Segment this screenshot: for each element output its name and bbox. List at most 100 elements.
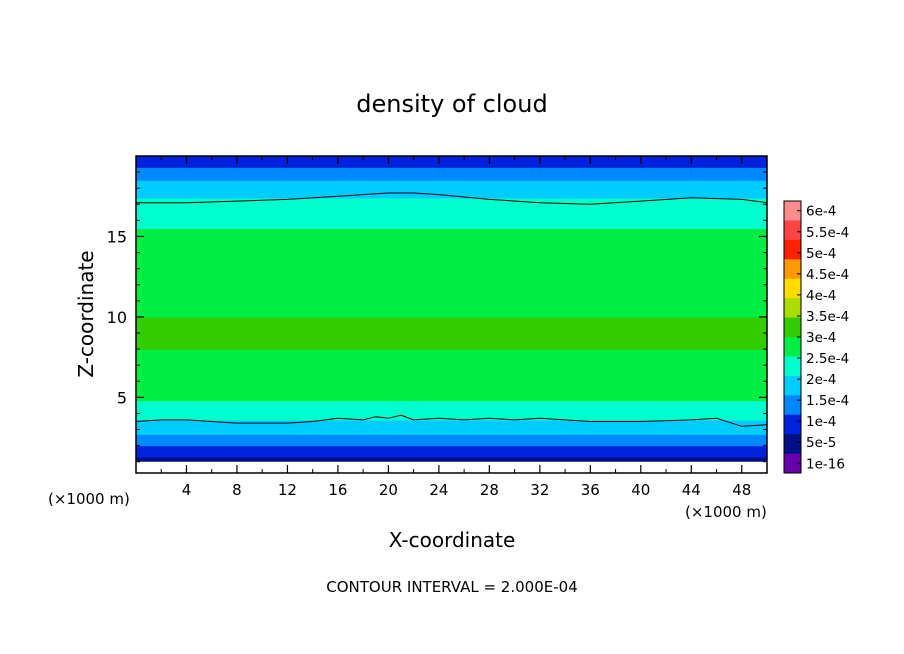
field-strip [136, 204, 767, 207]
field-strip [136, 295, 767, 299]
field-strip [136, 423, 767, 426]
field-strip [136, 408, 767, 411]
field-strip [136, 361, 767, 365]
field-strip [136, 363, 767, 366]
colorbar-label: 4.5e-4 [806, 267, 849, 283]
field-strip [136, 218, 767, 221]
field-strip [136, 254, 767, 257]
colorbar-swatch [784, 317, 801, 338]
colorbar-label: 4e-4 [806, 288, 836, 304]
field-strip [136, 221, 767, 225]
x-tick-label: 32 [530, 481, 549, 499]
field-strip [136, 297, 767, 300]
x-unit-right: (×1000 m) [685, 503, 767, 521]
field-strip [136, 197, 767, 201]
x-tick-label: 16 [328, 481, 347, 499]
colorbar-label: 2e-4 [806, 372, 836, 388]
field-strip [136, 384, 767, 387]
field-strip [136, 162, 767, 165]
field-strip [136, 300, 767, 304]
field-strip [136, 453, 767, 456]
field-strip [136, 337, 767, 341]
field-strip [136, 196, 767, 199]
field-strip [136, 353, 767, 357]
y-axis-label: Z-coordinate [74, 250, 98, 377]
field-strip [136, 427, 767, 431]
field-strip [136, 236, 767, 239]
field-strip [136, 415, 767, 418]
field-strip [136, 394, 767, 397]
field-strip [136, 324, 767, 328]
field-strip [136, 265, 767, 268]
field-strip [136, 331, 767, 334]
field-strip [136, 308, 767, 312]
field-strip [136, 416, 767, 419]
colorbar-swatch [784, 375, 801, 396]
colorbar-swatch [784, 395, 801, 416]
field-strip [136, 173, 767, 176]
field-strip [136, 347, 767, 350]
field-strip [136, 402, 767, 405]
y-tick-label: 10 [107, 308, 127, 327]
colorbar-swatch [784, 434, 801, 455]
field-strip [136, 370, 767, 373]
field-strip [136, 181, 767, 184]
field-strip [136, 378, 767, 381]
field-strip [136, 273, 767, 276]
field-strip [136, 287, 767, 291]
x-tick-label: 8 [232, 481, 242, 499]
field-strip [136, 156, 767, 159]
field-strip [136, 299, 767, 302]
field-strip [136, 321, 767, 324]
field-strip [136, 238, 767, 241]
field-strip [136, 456, 767, 460]
x-tick-label: 48 [732, 481, 751, 499]
plot-area [136, 156, 767, 473]
colorbar-label: 5.5e-4 [806, 225, 849, 241]
field-strip [136, 201, 767, 204]
field-strip [136, 157, 767, 160]
field-strip [136, 341, 767, 344]
field-strip [136, 358, 767, 361]
field-strip [136, 283, 767, 286]
field-strip [136, 188, 767, 191]
field-strip [136, 247, 767, 250]
field-strip [136, 172, 767, 175]
field-strip [136, 234, 767, 238]
field-strip [136, 379, 767, 382]
field-strip [136, 212, 767, 215]
colorbar-swatch [784, 414, 801, 435]
field-strip [136, 289, 767, 292]
x-tick-label: 12 [278, 481, 297, 499]
colorbar-label: 5e-4 [806, 246, 836, 262]
field-strip [136, 458, 767, 461]
colorbar-swatch [784, 239, 801, 260]
field-strip [136, 257, 767, 260]
field-strip [136, 186, 767, 189]
field-strip [136, 360, 767, 363]
field-strip [136, 407, 767, 410]
colorbar-label: 1.5e-4 [806, 393, 849, 409]
x-tick-label: 44 [682, 481, 701, 499]
field-strip [136, 373, 767, 376]
field-strip [136, 336, 767, 339]
contour-interval-note: CONTOUR INTERVAL = 2.000E-04 [326, 578, 577, 596]
density-field [136, 156, 767, 473]
field-strip [136, 424, 767, 427]
field-strip [136, 263, 767, 267]
field-strip [136, 381, 767, 384]
field-strip [136, 429, 767, 432]
colorbar-swatch [784, 298, 801, 319]
plot-frame [135, 155, 768, 474]
field-strip [136, 207, 767, 210]
field-strip [136, 333, 767, 336]
field-strip [136, 276, 767, 279]
field-strip [136, 445, 767, 448]
field-strip [136, 411, 767, 415]
colorbar-label: 1e-4 [806, 414, 836, 430]
field-strip [136, 387, 767, 390]
chart-title: density of cloud [356, 90, 547, 118]
field-strip [136, 310, 767, 313]
field-strip [136, 294, 767, 297]
field-strip [136, 442, 767, 445]
